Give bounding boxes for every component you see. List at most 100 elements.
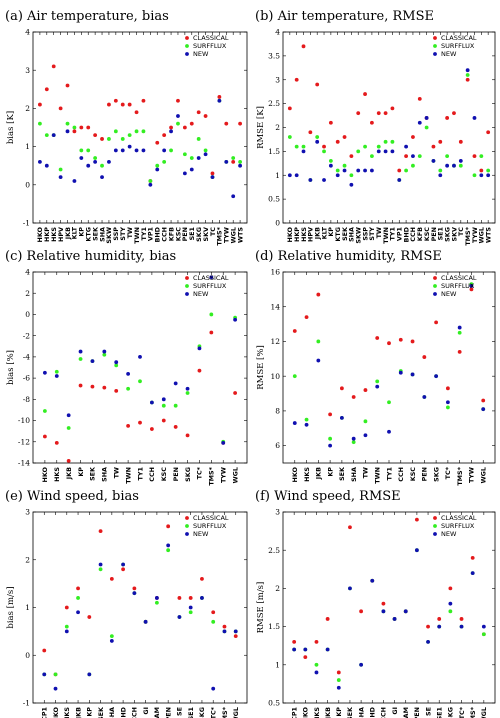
x-tick-label: SE1 [187, 707, 195, 718]
x-tick-label: JKB [324, 707, 332, 718]
data-point-new [154, 596, 159, 600]
data-point-classical [342, 135, 347, 139]
data-point-classical [176, 98, 180, 103]
data-point-classical [87, 615, 92, 619]
data-point-new [44, 163, 49, 168]
x-tick-label: SHA [101, 467, 109, 482]
data-point-classical [58, 106, 63, 111]
x-tick-label: PEN [421, 467, 429, 481]
data-point-classical [102, 385, 107, 390]
data-point-classical [376, 111, 381, 116]
x-tick-label: SE1 [437, 227, 445, 240]
data-point-new [342, 168, 347, 173]
data-point-surfflux [335, 168, 340, 173]
chart-panel-3: (c) Relative humidity, bias -14 -12 -10 -8 -6… [5, 249, 248, 486]
data-point-new [127, 144, 132, 149]
data-point-new [376, 149, 381, 154]
data-point-new [197, 346, 202, 351]
x-tick-label: HKO [52, 706, 60, 718]
data-point-new [72, 179, 77, 183]
data-point-surfflux [44, 133, 49, 138]
panel-title: (e) Wind speed, bias [5, 489, 139, 504]
legend-marker [433, 276, 437, 280]
data-point-surfflux [138, 379, 142, 384]
data-point-classical [336, 670, 341, 675]
data-point-classical [185, 433, 190, 438]
data-point-classical [138, 420, 142, 425]
data-point-new [315, 139, 320, 144]
data-point-surfflux [314, 662, 319, 667]
x-tick-label: HKS [313, 707, 321, 718]
data-point-classical [233, 391, 238, 395]
data-point-surfflux [42, 409, 47, 413]
x-tick-label: WGL [480, 707, 488, 718]
y-tick-label: 16 [270, 268, 280, 277]
legend-label: CLASSICAL [441, 514, 477, 522]
data-point-classical [287, 106, 292, 111]
x-tick-label: CP1 [290, 707, 298, 718]
legend-label: SURFFLUX [193, 522, 227, 530]
data-point-new [356, 168, 361, 173]
data-point-new [138, 354, 142, 359]
data-point-new [196, 156, 201, 160]
data-point-classical [414, 517, 419, 522]
data-point-new [349, 182, 354, 187]
x-tick-label: KTG [334, 227, 342, 242]
x-tick-label: SKW [105, 227, 113, 244]
data-point-surfflux [438, 168, 443, 173]
data-point-new [486, 173, 491, 178]
data-point-classical [469, 287, 474, 292]
x-tick-label: SHA [350, 467, 358, 482]
data-point-classical [437, 617, 442, 621]
y-tick-label: -6 [23, 374, 31, 383]
data-point-new [339, 415, 344, 420]
data-point-new [177, 615, 182, 619]
legend-label: SURFFLUX [193, 282, 227, 290]
x-tick-label: HKP [293, 227, 301, 242]
data-point-new [410, 372, 415, 377]
y-tick-label: 10 [270, 372, 280, 381]
data-point-new [448, 601, 453, 606]
data-point-classical [66, 458, 71, 463]
x-tick-label: SKG [195, 227, 203, 242]
panel-title: (d) Relative humidity, RMSE [255, 249, 442, 264]
x-tick-label: KP [86, 707, 94, 717]
data-point-surfflux [383, 139, 388, 144]
data-point-classical [65, 83, 70, 88]
x-tick-label: HKS [300, 227, 308, 242]
y-tick-label: 0 [25, 310, 30, 319]
data-point-new [38, 159, 42, 164]
legend-label: SURFFLUX [441, 42, 475, 50]
x-tick-label: SKV [202, 227, 210, 242]
data-point-classical [197, 368, 202, 373]
data-point-new [336, 685, 341, 690]
data-point-classical [222, 624, 227, 629]
data-point-new [182, 171, 187, 176]
data-point-classical [294, 77, 299, 82]
data-point-surfflux [336, 678, 341, 682]
axes-frame [282, 31, 496, 224]
legend-marker [185, 532, 189, 536]
x-tick-label: KSC [174, 227, 182, 242]
data-point-surfflux [301, 144, 306, 149]
x-tick-label: SKV [450, 227, 458, 242]
data-point-surfflux [356, 149, 361, 154]
data-point-classical [328, 120, 333, 125]
x-tick-label: SEK [91, 226, 99, 241]
x-tick-label: TW [113, 467, 121, 478]
chart-panel-6: (f) Wind speed, RMSE 0.5 1 1.5 2 2.5 3 RMSE [m/… [255, 489, 496, 718]
x-tick-label: STY [119, 227, 127, 241]
data-point-classical [203, 114, 208, 118]
data-point-new [143, 619, 148, 624]
data-point-classical [209, 330, 214, 335]
data-point-new [387, 429, 391, 434]
data-point-classical [470, 555, 475, 560]
x-tick-label: PEN [164, 707, 172, 718]
data-point-new [121, 562, 126, 567]
data-point-surfflux [411, 163, 415, 168]
data-point-new [64, 629, 69, 634]
x-tick-label: TC* [210, 706, 218, 718]
data-point-surfflux [188, 610, 193, 615]
legend-label: CLASSICAL [441, 34, 477, 42]
